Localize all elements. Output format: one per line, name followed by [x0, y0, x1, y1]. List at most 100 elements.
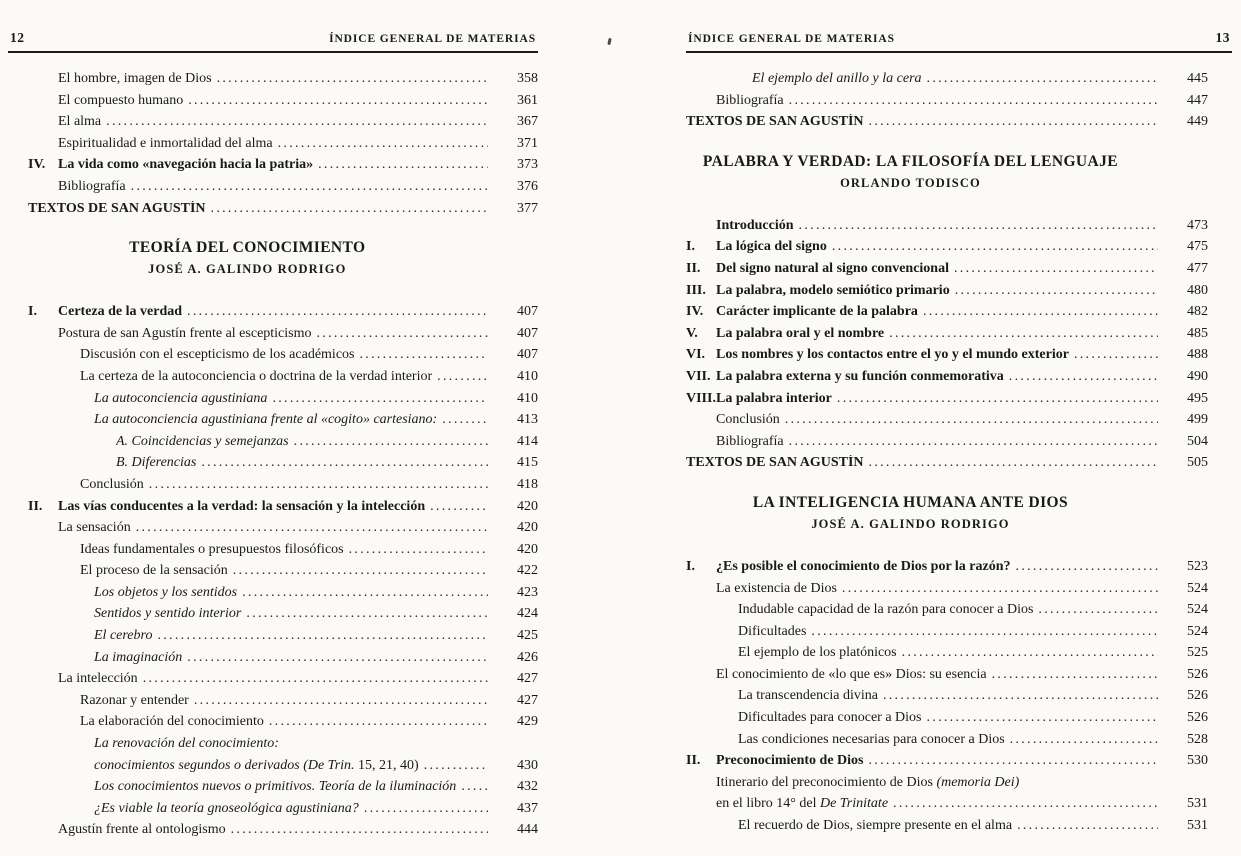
page-number-left: 12 [10, 30, 25, 45]
dot-leader [923, 304, 1158, 320]
toc-entry: V. La palabra oral y el nombre 485 [686, 326, 1208, 348]
toc-entry-page: 524 [1187, 580, 1208, 596]
toc-entry: El compuesto humano 361 [58, 93, 538, 115]
page-number-right: 13 [1215, 30, 1230, 45]
toc-entry-numeral: I. [686, 239, 695, 255]
toc-entry-label: Conclusión [80, 476, 144, 492]
toc-entry-label: La transcendencia divina [738, 688, 878, 704]
toc-entry-numeral: V. [686, 325, 698, 341]
toc-entry: Razonar y entender 427 [80, 693, 538, 715]
toc-entry-label: El ejemplo del anillo y la cera [752, 71, 922, 86]
dot-leader [842, 581, 1158, 597]
toc-entry: A. Coincidencias y semejanzas 414 [116, 434, 538, 456]
toc-entry-page: 414 [517, 433, 538, 449]
toc-entry-page: 528 [1187, 731, 1208, 747]
toc-entry-label: Dificultades para conocer a Dios [738, 710, 922, 726]
dot-leader [869, 753, 1159, 769]
toc-entry: El recuerdo de Dios, siempre presente en… [738, 818, 1208, 840]
dot-leader [1038, 602, 1158, 618]
toc-entry-page: 427 [517, 692, 538, 708]
section-title: TEORÍA DEL CONOCIMIENTO [129, 239, 366, 257]
toc-entry-page: 407 [517, 304, 538, 320]
toc-entry: en el libro 14° del De Trinitate 531 [716, 796, 1208, 818]
toc-entry-label: La intelección [58, 671, 138, 687]
dot-leader [233, 563, 488, 579]
toc-entry-label: La palabra interior [716, 390, 832, 406]
toc-entry-numeral: II. [686, 753, 701, 769]
toc-entry: Bibliografía 504 [716, 434, 1208, 456]
toc-entry: La elaboración del conocimiento 429 [80, 714, 538, 736]
toc-entry: VIII.La palabra interior 495 [686, 391, 1208, 413]
toc-entry-label: Itinerario del preconocimiento de Dios (… [716, 774, 1020, 790]
toc-entry-label: El recuerdo de Dios, siempre presente en… [738, 818, 1013, 834]
toc-entry-page: 485 [1187, 325, 1208, 341]
dot-leader [106, 114, 488, 130]
toc-entry-label: Espiritualidad e inmortalidad del alma [58, 135, 273, 151]
toc-entry: La intelección 427 [58, 671, 538, 693]
dot-leader [136, 520, 488, 536]
toc-entry-label: Agustín frente al ontologismo [58, 822, 226, 838]
toc-entry: El cerebro 425 [94, 628, 538, 650]
toc-entry: VII. La palabra externa y su función conm… [686, 369, 1208, 391]
toc-entry-label: ¿Es viable la teoría gnoseológica agusti… [94, 800, 359, 816]
dot-leader [187, 650, 488, 666]
toc-entry-page: 445 [1187, 71, 1208, 86]
dot-leader [837, 391, 1158, 407]
toc-entry-page: 447 [1187, 92, 1208, 108]
toc-entry-label: TEXTOS DE SAN AGUSTÍN [28, 200, 206, 216]
toc-entry-label: Preconocimiento de Dios [716, 753, 864, 769]
section-title: PALABRA Y VERDAD: LA FILOSOFÍA DEL LENGU… [702, 152, 1118, 170]
dot-leader [349, 542, 488, 558]
toc-entry: TEXTOS DE SAN AGUSTÍN 449 [686, 114, 1208, 136]
toc-entry-page: 423 [517, 584, 538, 600]
toc-right: El ejemplo del anillo y la cera 445 Biblio… [686, 71, 1208, 840]
dot-leader [883, 688, 1158, 704]
toc-entry-label: La palabra externa y su función conmemor… [716, 368, 1004, 384]
dot-leader [869, 455, 1158, 471]
dot-leader [1009, 369, 1158, 385]
dot-leader [1074, 347, 1158, 363]
dot-leader [231, 822, 488, 838]
toc-entry: Dificultades 524 [738, 624, 1208, 646]
toc-entry: Bibliografía 376 [58, 179, 538, 201]
toc-entry-page: 531 [1187, 818, 1208, 834]
toc-entry-page: 526 [1187, 666, 1208, 682]
toc-left: El hombre, imagen de Dios 358 El compuesto… [28, 71, 538, 844]
toc-entry: TEXTOS DE SAN AGUSTÍN 377 [28, 201, 538, 223]
toc-entry-page: 410 [517, 368, 538, 384]
dot-leader [278, 136, 488, 152]
toc-entry-page: 376 [517, 178, 538, 194]
toc-entry-page: 415 [517, 455, 538, 471]
toc-entry-page: 418 [517, 476, 538, 492]
dot-leader [789, 93, 1158, 109]
toc-entry: Itinerario del preconocimiento de Dios (… [716, 775, 1208, 797]
toc-entry-page: 426 [517, 649, 538, 665]
toc-entry: La certeza de la autoconciencia o doctri… [80, 369, 538, 391]
left-page-header: 12 ÍNDICE GENERAL DE MATERIAS [8, 30, 538, 53]
toc-entry-label: Introducción [716, 217, 794, 233]
toc-entry: I. ¿Es posible el conocimiento de Dios po… [686, 559, 1208, 581]
toc-entry: La renovación del conocimiento: [94, 736, 538, 758]
toc-entry-label: Bibliografía [58, 178, 126, 194]
dot-leader [785, 412, 1158, 428]
toc-entry-label: TEXTOS DE SAN AGUSTÍN [686, 455, 864, 471]
toc-entry: conocimientos segundos o derivados (De T… [94, 758, 538, 780]
dot-leader [188, 93, 488, 109]
dot-leader [461, 779, 488, 795]
toc-entry-label: Bibliografía [716, 433, 784, 449]
toc-entry-page: 371 [517, 135, 538, 151]
toc-entry-page: 407 [517, 347, 538, 363]
toc-entry-label: Las vías conducentes a la verdad: la sen… [58, 498, 426, 514]
dot-leader [902, 645, 1158, 661]
toc-entry-page: 432 [517, 779, 538, 795]
dot-leader [364, 801, 488, 817]
toc-entry: La existencia de Dios 524 [716, 581, 1208, 603]
toc-entry-label: La renovación del conocimiento: [94, 736, 279, 752]
dot-leader [832, 239, 1158, 255]
toc-entry-label: Carácter implicante de la palabra [716, 304, 918, 320]
toc-entry-label: conocimientos segundos o derivados (De T… [94, 757, 419, 773]
toc-entry-label: Las condiciones necesarias para conocer … [738, 731, 1005, 747]
toc-entry-page: 367 [517, 114, 538, 130]
running-header-left: ÍNDICE GENERAL DE MATERIAS [329, 33, 536, 45]
toc-entry-numeral: VII. [686, 368, 711, 384]
